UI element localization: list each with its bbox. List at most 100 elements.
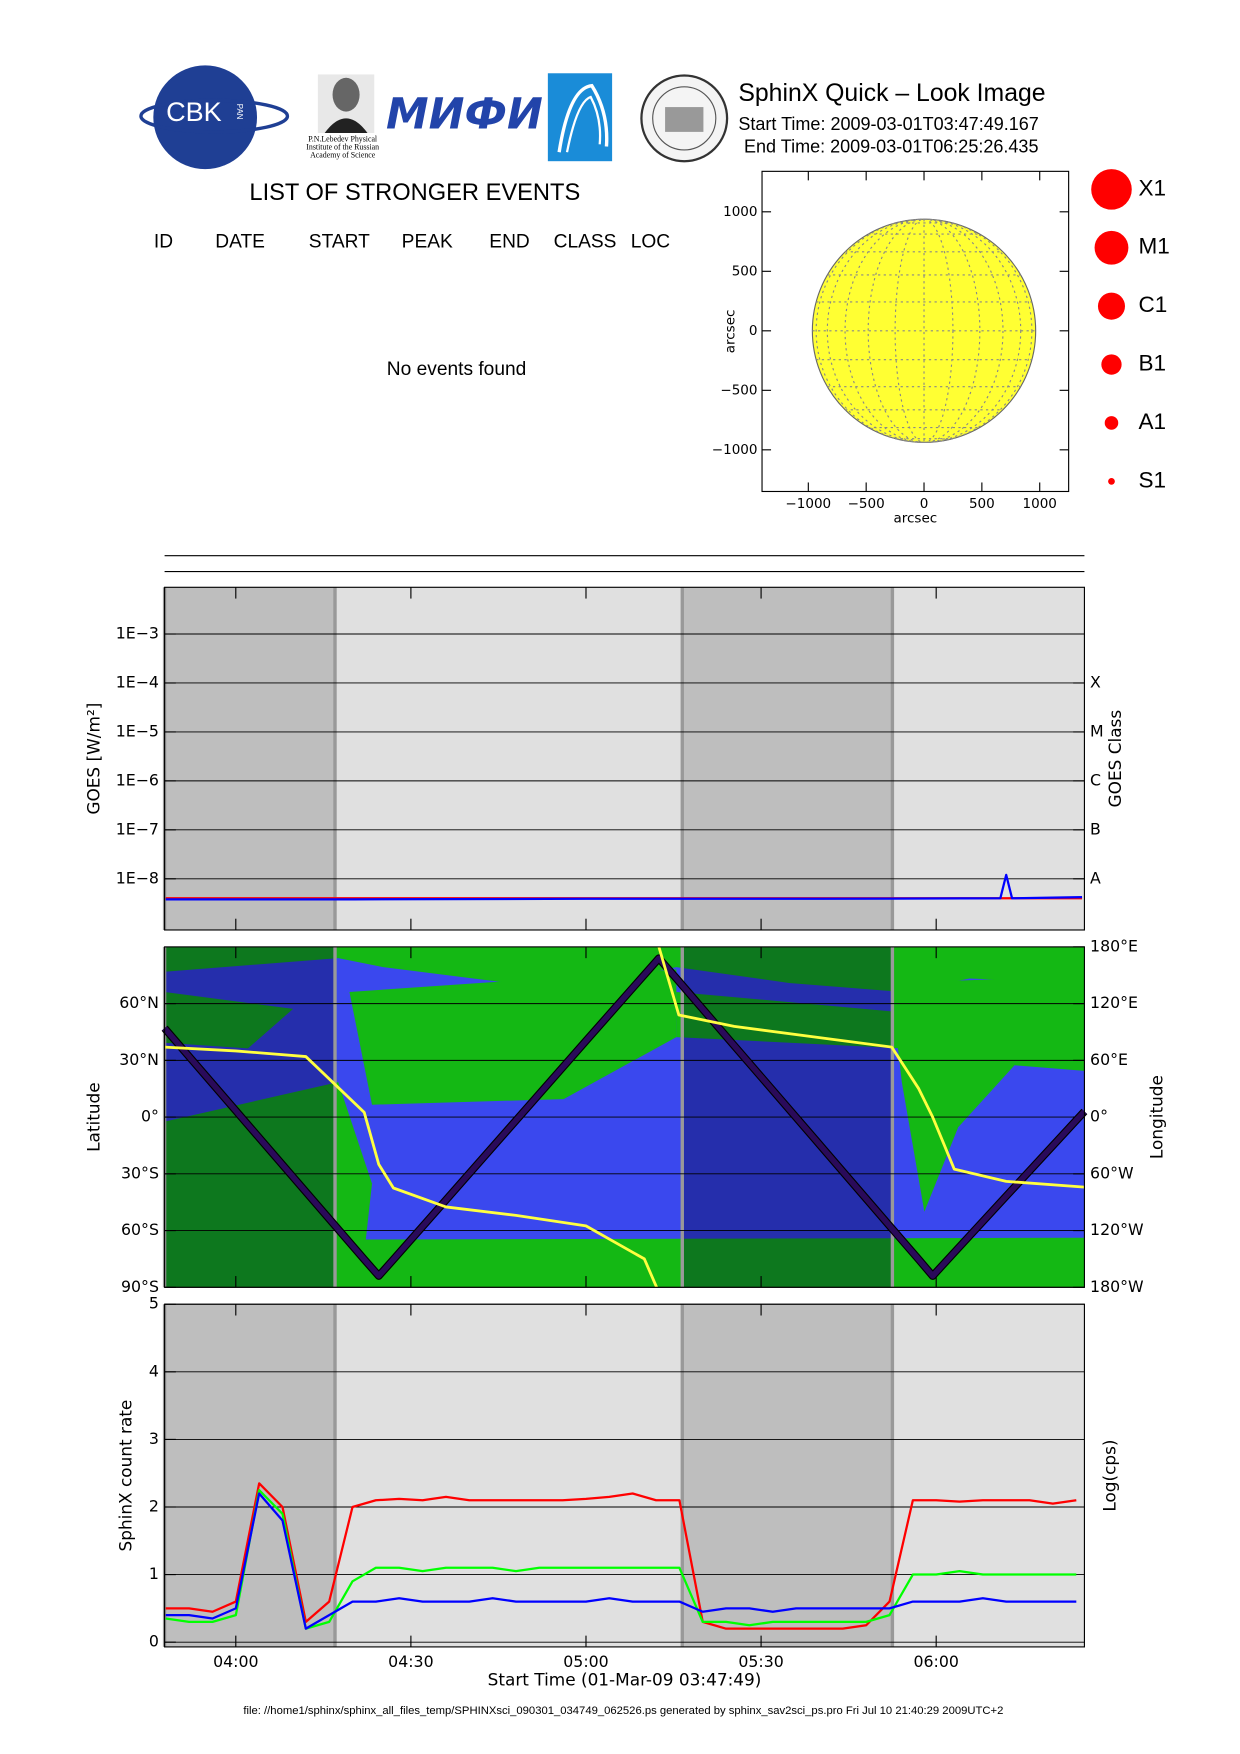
map-land <box>890 976 1085 1212</box>
legend-marker <box>1108 477 1115 485</box>
x-tick-label: 05:30 <box>738 1652 783 1671</box>
y2-tick-label: A <box>1090 868 1101 887</box>
night-interval <box>164 587 336 930</box>
x-tick-label: 04:00 <box>213 1652 258 1671</box>
blue-logo-arc <box>557 83 609 153</box>
y2-axis-label: Log(cps) <box>1099 1439 1119 1511</box>
portrait-body <box>324 118 368 134</box>
legend-marker <box>1097 292 1126 320</box>
x-tick-label: 04:30 <box>388 1652 433 1671</box>
y-tick-label: 1E−4 <box>116 672 159 691</box>
footer: file: //home1/sphinx/sphinx_all_files_te… <box>243 1705 1003 1717</box>
y2-tick-label: 180°W <box>1090 1277 1144 1296</box>
x-tick-label: 05:00 <box>563 1652 608 1671</box>
x-tick-label: 1000 <box>1023 496 1057 512</box>
lebedev-caption: P.N.Lebedev Physical <box>308 135 378 144</box>
y-tick-label: 5 <box>149 1294 159 1313</box>
disk-meridian <box>815 218 1033 444</box>
y-tick-label: 60°N <box>119 993 159 1012</box>
track-line <box>162 955 1087 1279</box>
y2-tick-label: 180°E <box>1090 936 1138 955</box>
pan-text: PAN <box>235 104 244 120</box>
y-tick-label: 4 <box>149 1361 159 1380</box>
map-land <box>164 1082 373 1286</box>
night-interval <box>164 1304 336 1647</box>
legend-label: C1 <box>1139 292 1168 317</box>
y-axis-label: arcsec <box>722 310 738 354</box>
y-axis-label: Latitude <box>84 1082 104 1152</box>
y-tick-label: 30°N <box>119 1050 159 1069</box>
legend-marker <box>1094 230 1129 265</box>
events-header: ID DATE START PEAK END CLASS LOC <box>154 231 670 252</box>
y-tick-label: 1E−3 <box>116 624 159 643</box>
solar-disk <box>811 218 1037 444</box>
y-tick-label: 30°S <box>121 1163 159 1182</box>
map-land <box>676 991 902 1049</box>
disk-meridian <box>867 218 981 444</box>
seal-building <box>665 107 704 132</box>
y2-axis-label: GOES Class <box>1105 710 1125 808</box>
y-tick-label: 2 <box>149 1496 159 1515</box>
y-tick-label: 60°S <box>121 1220 159 1239</box>
end-time: End Time: 2009-03-01T06:25:26.435 <box>744 136 1038 156</box>
map-land <box>164 946 1085 992</box>
series-line <box>165 873 1083 901</box>
legend-label: M1 <box>1139 234 1170 259</box>
legend-label: X1 <box>1139 175 1167 200</box>
map-land <box>164 991 294 1049</box>
y-tick-label: 0° <box>141 1107 159 1126</box>
column-header: ID <box>154 231 173 252</box>
legend-label: S1 <box>1139 467 1167 492</box>
cbk-disk <box>153 65 258 170</box>
x-tick-label: −1000 <box>785 496 831 512</box>
y-tick-label: 1E−6 <box>116 770 159 789</box>
panel-frame <box>164 946 1085 1288</box>
blue-logo-arc <box>565 95 602 153</box>
column-header: PEAK <box>402 231 453 252</box>
cbk-text: CBK <box>166 97 222 127</box>
night-interval <box>682 587 893 930</box>
column-header: START <box>309 231 370 252</box>
legend-marker <box>1104 416 1119 430</box>
y-axis-label: GOES [W/m²] <box>84 703 104 815</box>
y-tick-label: 1E−8 <box>116 868 159 887</box>
y2-tick-label: X <box>1090 672 1101 691</box>
blue-logo-bg <box>547 73 613 162</box>
column-header: END <box>489 231 529 252</box>
x-tick-label: 06:00 <box>913 1652 958 1671</box>
page-title: SphinX Quick – Look Image <box>738 80 1045 107</box>
column-header: LOC <box>631 231 671 252</box>
y2-tick-label: C <box>1090 770 1101 789</box>
portrait-head <box>332 77 360 112</box>
legend-marker <box>1101 354 1122 375</box>
y2-tick-label: M <box>1090 721 1104 740</box>
lebedev-caption: Institute of the Russian <box>306 142 379 151</box>
panel-frame <box>164 1303 1085 1648</box>
y-tick-label: 90°S <box>121 1277 159 1296</box>
y-tick-label: 3 <box>149 1429 159 1448</box>
x-tick-label: −500 <box>848 496 885 512</box>
y2-tick-label: 0° <box>1090 1107 1108 1126</box>
mifi-logo: МИФИ <box>386 90 543 140</box>
y2-tick-label: 60°W <box>1090 1163 1134 1182</box>
y2-axis-label: Longitude <box>1147 1075 1167 1159</box>
track-line <box>164 946 1085 1288</box>
cbk-logo: CBK PAN <box>139 65 290 170</box>
y-tick-label: 500 <box>732 263 758 279</box>
series-line <box>165 1482 1077 1630</box>
y-tick-label: 1 <box>149 1564 159 1583</box>
y-tick-label: 0 <box>749 323 758 339</box>
y2-tick-label: 60°E <box>1090 1050 1128 1069</box>
y-tick-label: −500 <box>720 382 757 398</box>
series-line <box>165 1492 1077 1630</box>
y2-tick-label: B <box>1090 819 1101 838</box>
y-tick-label: 0 <box>149 1632 159 1651</box>
seal-logo <box>640 74 729 163</box>
seal-inner <box>652 86 717 151</box>
events-title: LIST OF STRONGER EVENTS <box>249 180 580 206</box>
blue-logo <box>547 73 613 162</box>
night-interval <box>682 1304 893 1647</box>
y-tick-label: −1000 <box>712 442 758 458</box>
y-axis-label: SphinX count rate <box>115 1400 135 1552</box>
